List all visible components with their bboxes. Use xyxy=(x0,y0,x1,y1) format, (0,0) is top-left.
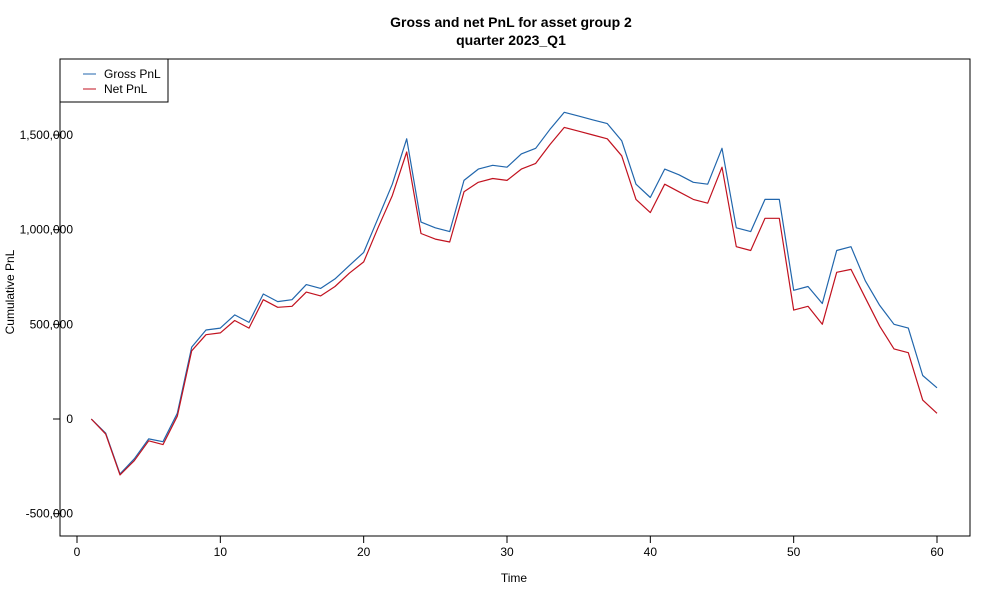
y-tick-label: 1,500,000 xyxy=(20,128,74,142)
x-tick-label: 0 xyxy=(74,545,81,559)
y-axis-label: Cumulative PnL xyxy=(3,249,17,334)
legend: Gross PnL Net PnL xyxy=(59,58,169,103)
y-tick-label: 0 xyxy=(66,412,73,426)
x-tick-label: 10 xyxy=(214,545,228,559)
y-tick-label: 500,000 xyxy=(30,317,74,331)
chart-subtitle: quarter 2023_Q1 xyxy=(456,32,566,48)
x-tick-label: 60 xyxy=(930,545,944,559)
x-axis-label: Time xyxy=(501,571,528,585)
legend-box xyxy=(59,58,169,103)
series-line-gross-pnl xyxy=(90,111,938,475)
x-tick-label: 50 xyxy=(787,545,801,559)
y-tick-label: -500,000 xyxy=(26,507,74,521)
x-tick-label: 30 xyxy=(500,545,514,559)
x-tick-label: 40 xyxy=(644,545,658,559)
x-tick-label: 20 xyxy=(357,545,371,559)
series-layer xyxy=(90,111,938,476)
series-line-net-pnl xyxy=(90,126,938,476)
x-axis: 0 10 20 30 40 50 60 xyxy=(74,535,944,559)
y-axis: -500,000 0 500,000 1,000,000 1,500,000 xyxy=(20,128,74,521)
legend-label-gross-pnl: Gross PnL xyxy=(104,67,161,81)
chart-title: Gross and net PnL for asset group 2 xyxy=(390,14,632,30)
y-tick-label: 1,000,000 xyxy=(20,223,74,237)
legend-label-net-pnl: Net PnL xyxy=(104,82,148,96)
